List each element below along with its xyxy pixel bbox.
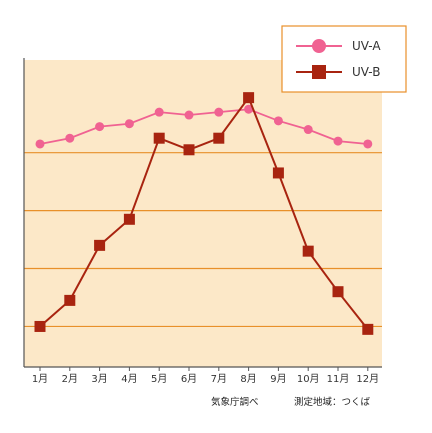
data-point [333,136,343,146]
x-tick-label: 10月 [297,373,320,385]
series-uv-b [34,92,374,335]
plot-background [24,60,382,367]
source-surveyed-by: 気象庁調べ [211,397,259,408]
series-layer [34,92,374,335]
legend-entry-uv-b: UV-B [296,65,380,79]
x-tick-label: 12月 [356,373,379,385]
data-point [153,132,165,144]
source-note: 気象庁調べ 測定地域：つくば [0,394,432,410]
data-point [273,116,283,126]
x-tick-label: 11月 [327,373,350,385]
x-tick-label: 6月 [181,373,197,385]
x-tick-label: 7月 [211,373,227,385]
legend-label: UV-A [352,39,381,53]
x-tick-label: 5月 [151,373,167,385]
data-point [95,122,105,132]
data-point [362,323,374,335]
legend-marker [312,65,326,79]
data-point [34,320,46,332]
data-point [244,104,254,114]
data-point [213,132,225,144]
series-line [39,95,369,330]
data-point [183,144,195,156]
data-point [184,110,194,120]
data-point [94,239,106,251]
legend-label: UV-B [352,65,380,79]
data-point [214,107,224,117]
x-tick-label: 3月 [91,373,107,385]
x-ticks: 1月 2月 3月 4月 5月 6月 7月 8月 9月 10月 11月 12月 [32,367,379,385]
data-point [35,139,45,149]
data-point [363,139,373,149]
legend-entry-uv-a: UV-A [296,39,381,53]
x-tick-label: 1月 [32,373,48,385]
x-tick-label: 9月 [270,373,286,385]
legend: UV-A UV-B [281,25,407,93]
data-point [124,119,134,129]
x-tick-label: 8月 [240,373,256,385]
data-point [65,133,75,143]
data-point [243,92,255,104]
data-point [123,213,135,225]
data-point [64,294,76,306]
data-point [272,167,284,179]
x-tick-label: 2月 [62,373,78,385]
data-point [302,245,314,257]
data-point [332,286,344,298]
x-tick-label: 4月 [121,373,137,385]
source-location: 測定地域：つくば [294,397,371,408]
gridlines [24,152,382,328]
legend-marker [312,39,326,53]
data-point [303,125,313,135]
series-line [39,108,368,145]
series-uv-a [35,104,373,149]
legend-box [281,25,407,93]
data-point [154,107,164,117]
